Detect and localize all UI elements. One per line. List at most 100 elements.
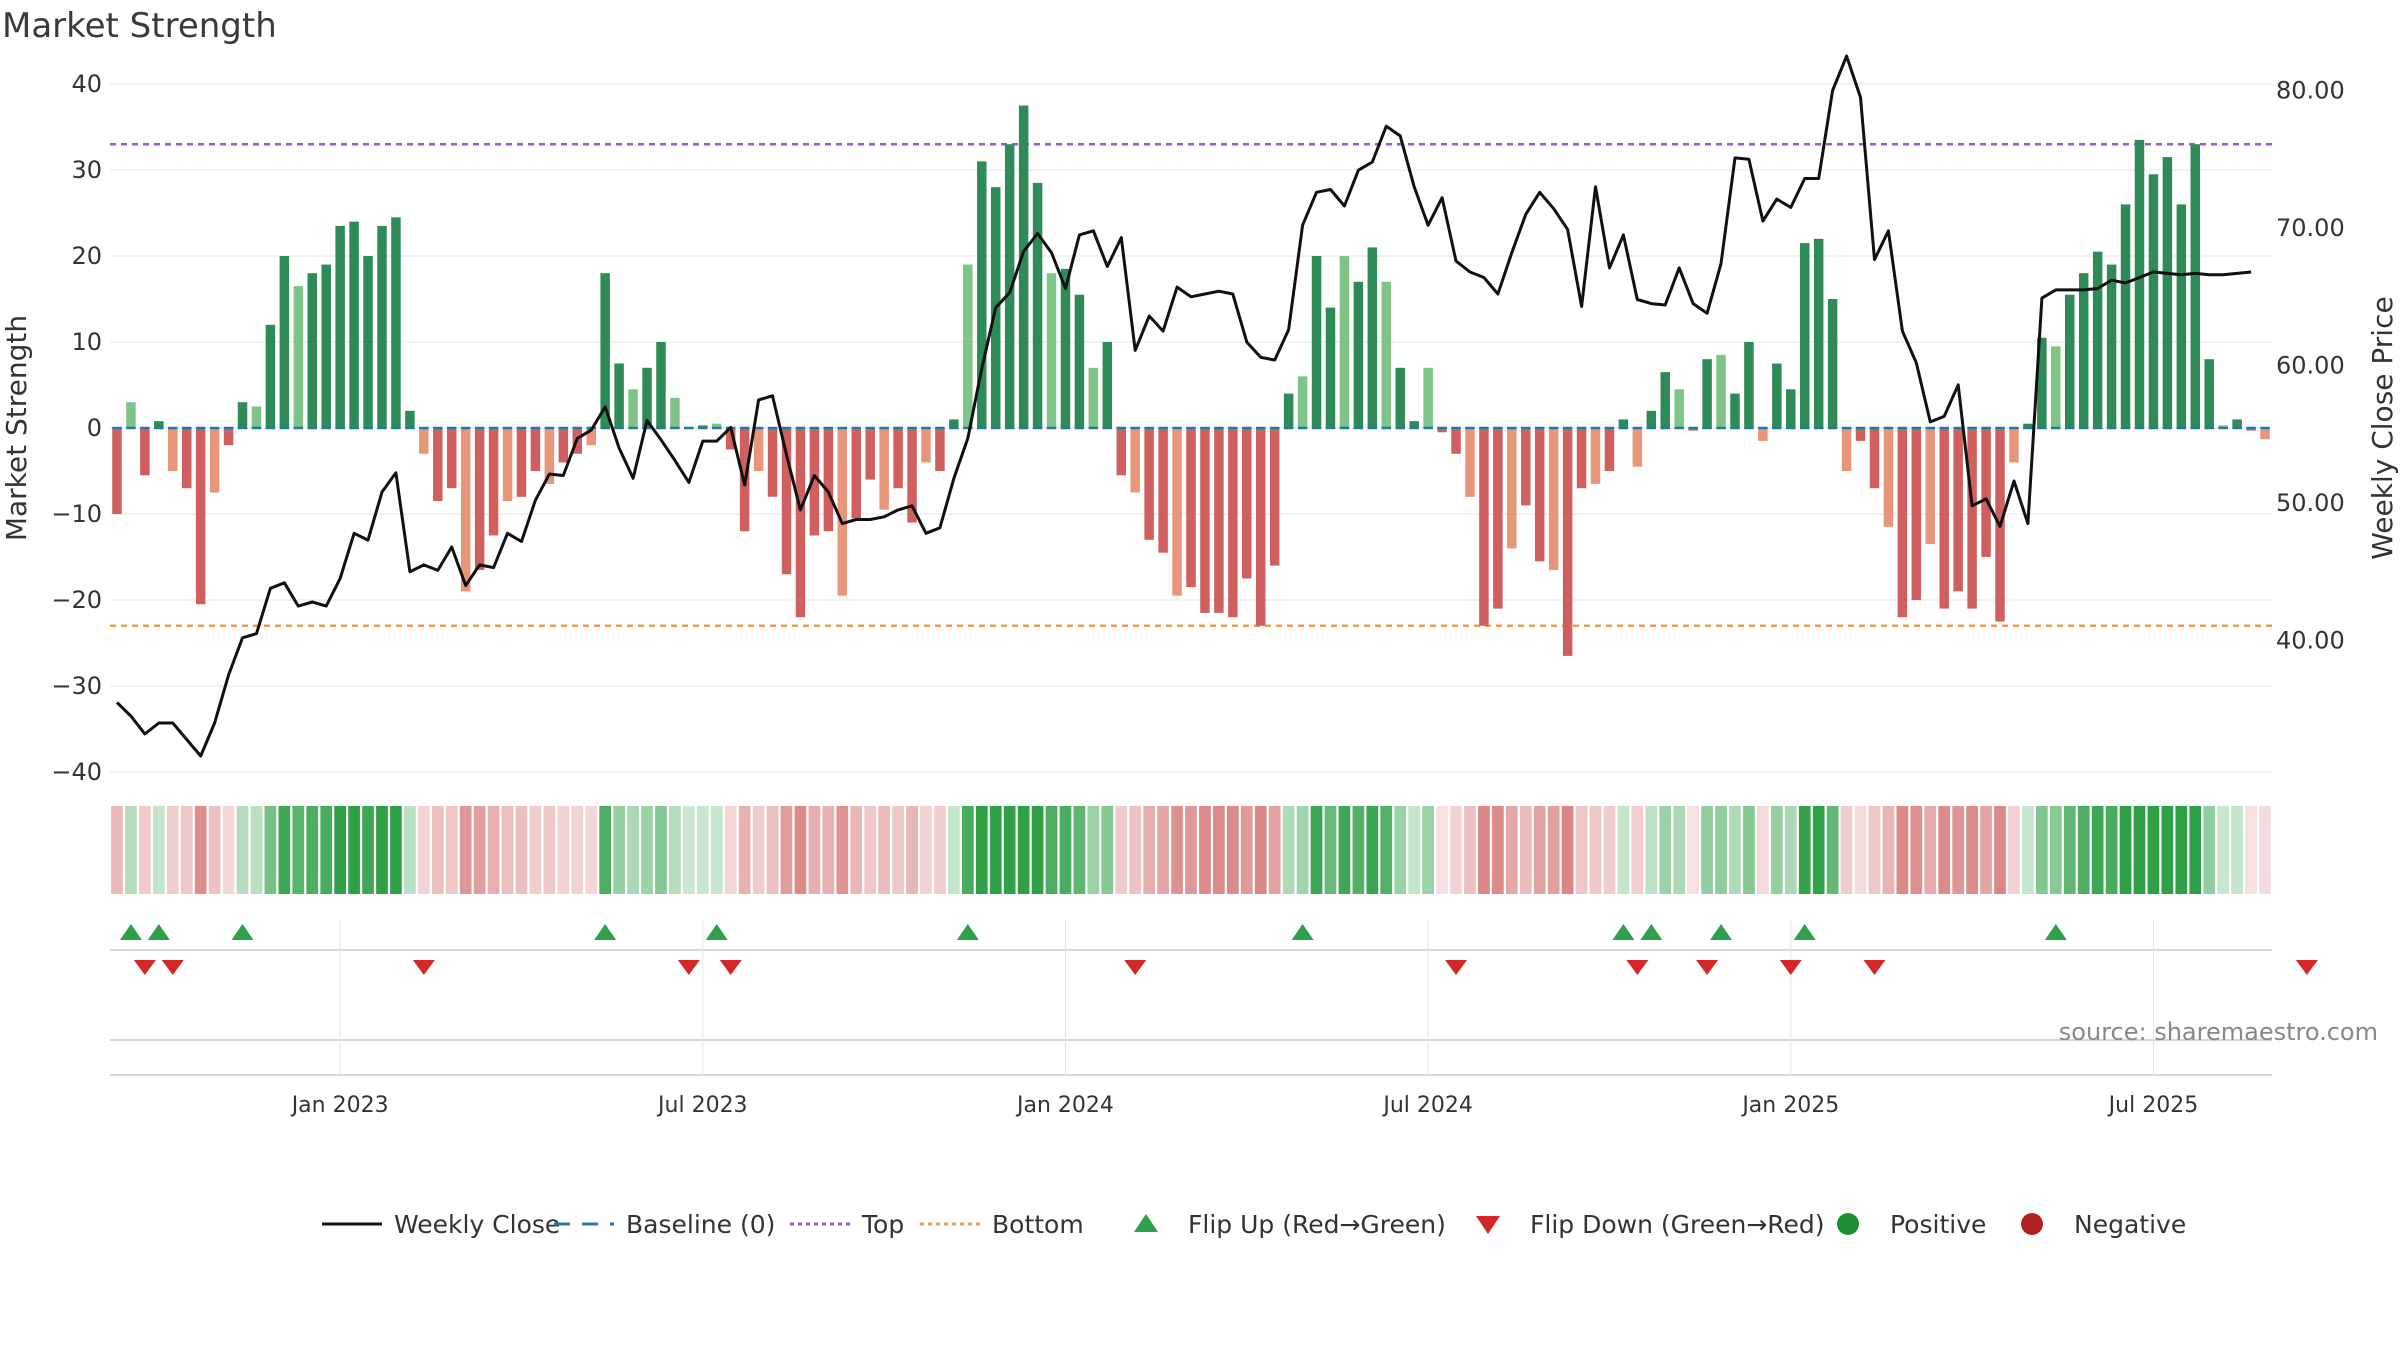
heat-strip-cell [655,806,667,894]
heat-strip-cell [2049,806,2062,894]
heat-strip-cell [2119,806,2132,894]
strength-bar [1088,367,1099,428]
strength-bar [251,406,262,428]
strength-bar [725,428,736,450]
strength-bar [2065,294,2075,428]
strength-bar [321,264,331,428]
x-tick-label: Jan 2024 [1015,1093,1114,1118]
strength-bar [893,428,903,489]
heat-strip-cell [264,806,277,894]
heat-strip-cell [139,806,151,894]
strength-bar [1702,359,1712,428]
strength-bar [851,428,861,519]
heat-strip-cell [696,806,709,894]
legend-label: Positive [1890,1210,1986,1239]
heat-strip-cell [2105,806,2118,894]
heat-strip-cell [738,806,751,894]
strength-bar [921,428,931,463]
strength-bar [419,428,429,454]
strength-bar [474,428,485,570]
strength-bar [2051,346,2061,428]
strength-bar [1841,428,1852,471]
heat-strip-cell [2022,806,2034,894]
heat-strip-cell [1910,806,1923,894]
heat-strip-cell [1296,806,1309,894]
heat-strip-cell [1240,806,1253,894]
flip-up-marker [1793,924,1816,940]
strength-bar [1311,256,1322,428]
heat-strip-cell [961,806,974,894]
strength-bar [1144,428,1154,540]
heat-strip-cell [1896,806,1909,894]
x-tick-label: Jan 2025 [1740,1093,1839,1118]
strength-bar [502,428,513,502]
strength-bar [168,428,178,471]
heat-strip-cell [543,806,556,894]
strength-bar [1548,428,1559,570]
strength-bar [907,428,917,523]
weekly-close-line [115,54,2252,758]
strength-bar [1827,299,1838,428]
heat-strip-cell [431,806,444,894]
strength-bar [265,324,276,428]
flip-up-marker [1612,924,1635,940]
strength-bar [1716,354,1726,428]
heat-strip-cell [2091,806,2104,894]
heat-strip-cell [125,806,137,894]
heat-strip-cell [1994,806,2006,894]
heat-strip-cell [1045,806,1058,894]
heat-strip-cell [1143,806,1156,894]
heat-strip-cell [1394,806,1407,894]
source-note: source: sharemaestro.com [2059,1018,2378,1046]
heat-strip-cell [1938,806,1951,894]
heat-strip-cell [752,806,765,894]
strength-bar [1562,428,1573,656]
strength-bar [1465,428,1475,497]
heat-strip-cell [459,806,472,894]
heat-strip-cell [557,806,570,894]
heat-strip-cell [627,806,639,894]
heat-strip-cell [1059,806,1072,894]
strength-bar [977,161,987,428]
heat-strip-cell [111,806,123,894]
legend-label: Negative [2074,1210,2186,1239]
strength-bar [865,428,875,480]
strength-bar [1911,428,1922,600]
heat-strip-cell [641,806,653,894]
strength-bar [1423,367,1433,428]
strength-bar [1576,428,1587,489]
heat-strip-cell [1631,806,1644,894]
left-axis-label: Market Strength [0,315,33,541]
strength-bar [1632,428,1643,467]
heat-strip-cell [1645,806,1658,894]
strength-bar [1032,182,1043,428]
heat-strip-cell [1101,806,1114,894]
heat-strip-cell [1338,806,1351,894]
left-tick-label: −10 [51,500,102,528]
heat-strip-cell [794,806,807,894]
strength-bar [530,428,541,471]
heat-strip-cell [208,806,221,894]
strength-bar [126,402,136,428]
strength-bar [1172,428,1182,596]
heat-strip-cell [1352,806,1365,894]
heat-strip-cell [1715,806,1727,894]
strength-bar [1897,428,1908,618]
heat-strip-cell [292,806,305,894]
left-tick-label: −30 [51,672,102,700]
heat-strip-cell [724,806,737,894]
heat-strip-cell [1882,806,1895,894]
heat-strip-cell [250,806,263,894]
strength-bar [795,428,806,618]
heat-strip-cell [920,806,932,894]
legend-swatch-negative [2021,1213,2043,1235]
heat-strip-cell [1129,806,1142,894]
strength-bar [1786,389,1796,428]
heat-strip-cell [2259,806,2271,894]
strength-bar [614,363,624,428]
heat-strip-cell [1157,806,1169,894]
strength-bar [586,428,596,446]
flip-up-marker [1291,924,1314,940]
heat-strip-cell [529,806,542,894]
